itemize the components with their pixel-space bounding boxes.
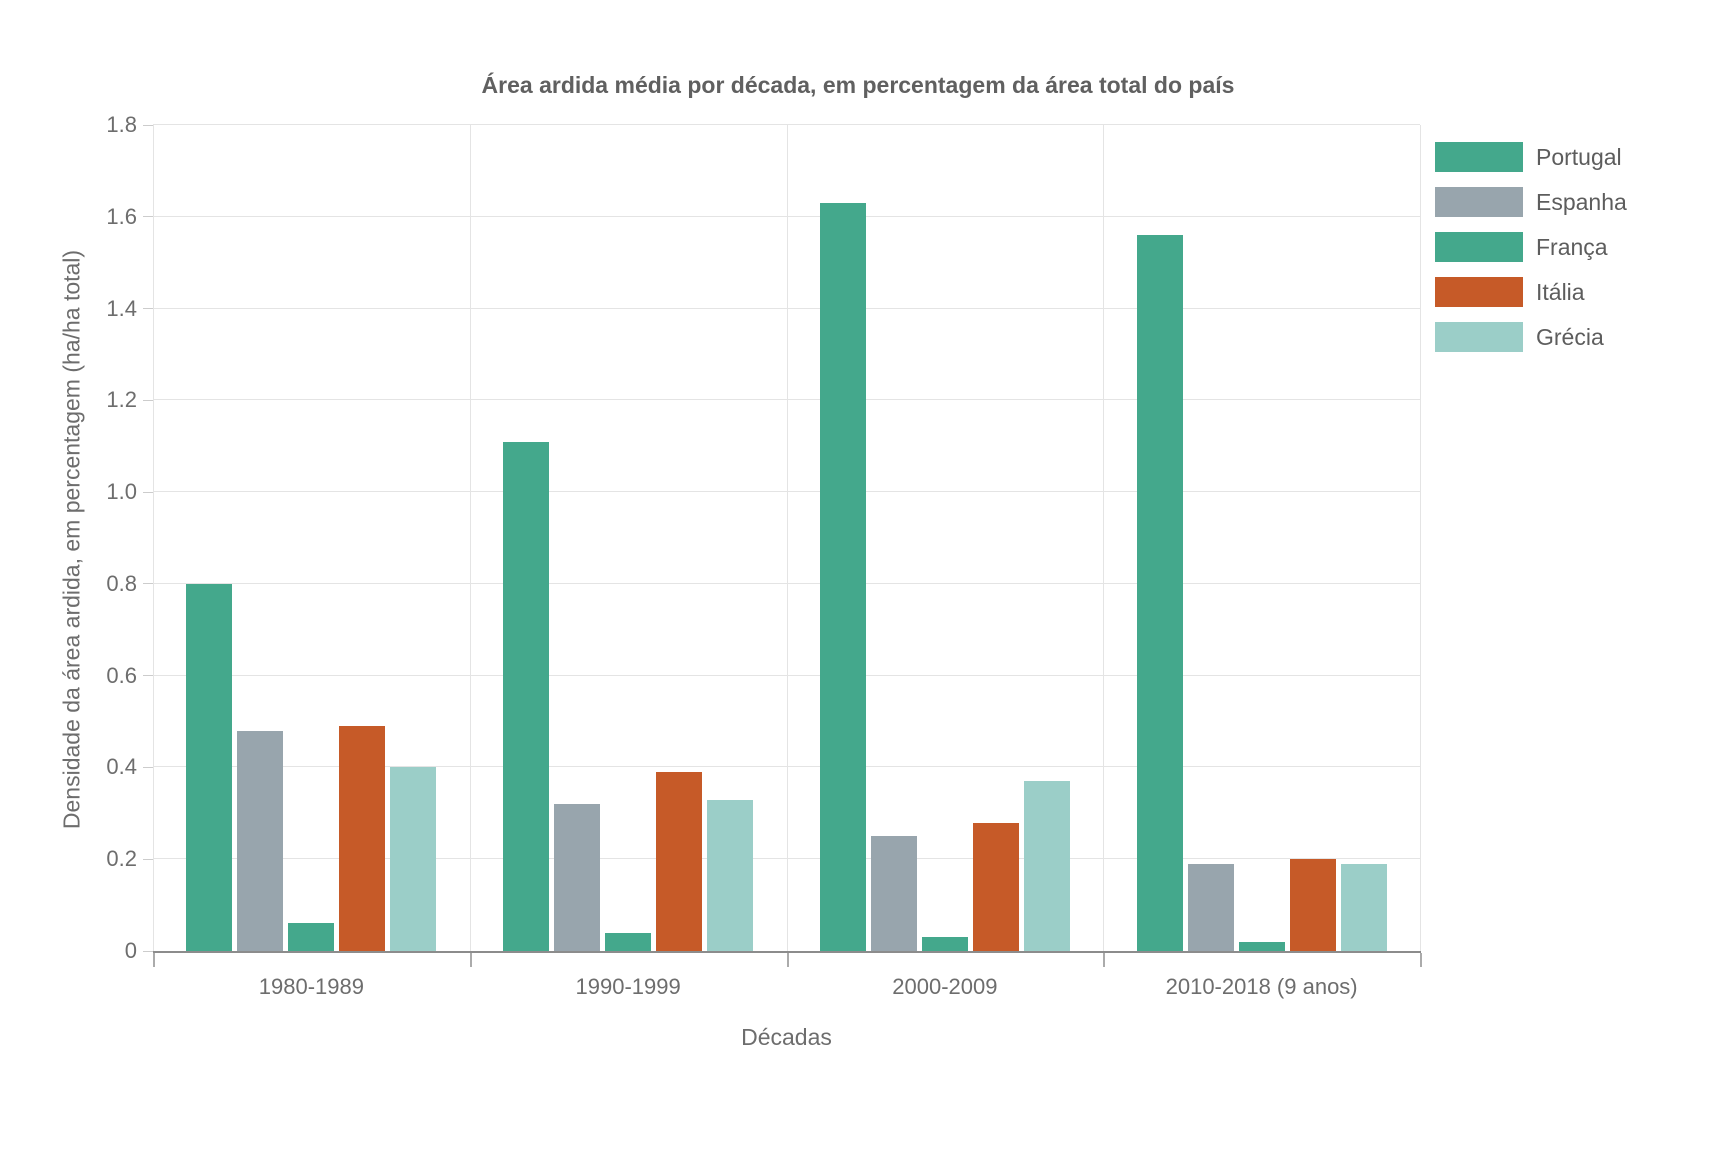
bar-portugal-1990-1999[interactable] [503,441,550,951]
y-tick-label: 0.8 [106,570,137,596]
bar-franca-1990-1999[interactable] [605,932,652,951]
bar-espanha-2010-2018-9-anos-[interactable] [1187,863,1234,951]
y-tick-mark [143,491,153,493]
bar-italia-1980-1989[interactable] [339,726,386,951]
bar-portugal-2010-2018-9-anos-[interactable] [1136,235,1183,951]
gridline-vertical [1103,125,1105,951]
y-tick-mark [143,124,153,126]
y-tick-mark [143,950,153,952]
bar-italia-2010-2018-9-anos-[interactable] [1289,859,1336,951]
y-tick-mark [143,583,153,585]
legend-item-franca[interactable]: França [1435,232,1627,262]
legend-swatch-franca [1435,232,1523,262]
chart-title: Área ardida média por década, em percent… [481,72,1235,98]
plot-area [143,124,1421,952]
y-tick-label: 0 [124,938,137,963]
y-tick-mark [143,399,153,401]
y-tick-label: 1.2 [106,387,137,413]
x-axis-labels: 1980-1989 1990-1999 2000-2009 2010-2018 (9 … [153,974,1420,1004]
y-tick-mark [143,675,153,677]
legend-label: Espanha [1536,188,1627,215]
x-tick-label: 1980-1989 [258,974,364,999]
bar-franca-2010-2018-9-anos-[interactable] [1238,941,1285,951]
gridline-horizontal [153,124,1420,125]
bar-group-2010-2018-9-anos- [1103,125,1420,951]
gridline-vertical [469,125,471,951]
bar-italia-1990-1999[interactable] [656,772,703,951]
bar-grecia-2000-2009[interactable] [1023,781,1070,951]
bar-group-2000-2009 [787,125,1104,951]
legend-swatch-espanha [1435,187,1523,217]
gridline-vertical [1420,125,1421,951]
x-axis-line [153,951,1421,953]
gridline-vertical [153,125,154,951]
x-tick-mark [787,953,789,967]
x-tick-label: 2010-2018 (9 anos) [1165,974,1358,999]
legend-item-espanha[interactable]: Espanha [1435,187,1627,217]
x-axis-title: Décadas [741,1024,832,1050]
y-tick-label: 0.4 [106,754,137,780]
legend-label: Itália [1536,278,1585,305]
legend-swatch-italia [1435,277,1523,307]
legend-item-portugal[interactable]: Portugal [1435,142,1627,172]
y-tick-mark [143,858,153,860]
bar-grecia-1990-1999[interactable] [707,799,754,951]
y-tick-label: 1.6 [106,203,137,229]
x-tick-label: 1990-1999 [575,974,681,999]
legend-swatch-portugal [1435,142,1523,172]
y-tick-mark [143,308,153,310]
bar-grecia-1980-1989[interactable] [390,767,437,951]
legend-label: Grécia [1536,323,1604,350]
gridline-vertical [786,125,788,951]
legend-item-italia[interactable]: Itália [1435,277,1627,307]
y-tick-label: 0.6 [106,662,137,688]
legend-label: Portugal [1536,143,1622,170]
bar-franca-2000-2009[interactable] [921,937,968,951]
bar-group-1990-1999 [470,125,787,951]
y-tick-label: 1.0 [106,479,137,505]
y-tick-mark [143,766,153,768]
y-tick-mark [143,216,153,218]
bar-franca-1980-1989[interactable] [288,923,335,951]
bar-italia-2000-2009[interactable] [972,822,1019,951]
x-tick-mark [1420,953,1422,967]
legend-swatch-grecia [1435,322,1523,352]
y-tick-label: 0.2 [106,846,137,872]
y-tick-label: 1.8 [106,112,137,137]
legend: Portugal Espanha França Itália Grécia [1435,142,1627,367]
legend-label: França [1536,233,1608,260]
bar-grecia-2010-2018-9-anos-[interactable] [1340,863,1387,951]
x-tick-label: 2000-2009 [892,974,998,999]
bar-group-1980-1989 [153,125,470,951]
bar-espanha-2000-2009[interactable] [870,836,917,951]
y-axis-labels: 1.8 1.6 1.4 1.2 1.0 0.8 0.6 0.4 0.2 0 [0,112,137,963]
y-tick-label: 1.4 [106,295,137,321]
bar-espanha-1980-1989[interactable] [237,730,284,951]
bar-espanha-1990-1999[interactable] [554,804,601,951]
x-tick-mark [1103,953,1105,967]
bar-portugal-2000-2009[interactable] [819,203,866,951]
legend-item-grecia[interactable]: Grécia [1435,322,1627,352]
x-tick-mark [153,953,155,967]
bar-portugal-1980-1989[interactable] [186,583,233,951]
x-tick-mark [470,953,472,967]
